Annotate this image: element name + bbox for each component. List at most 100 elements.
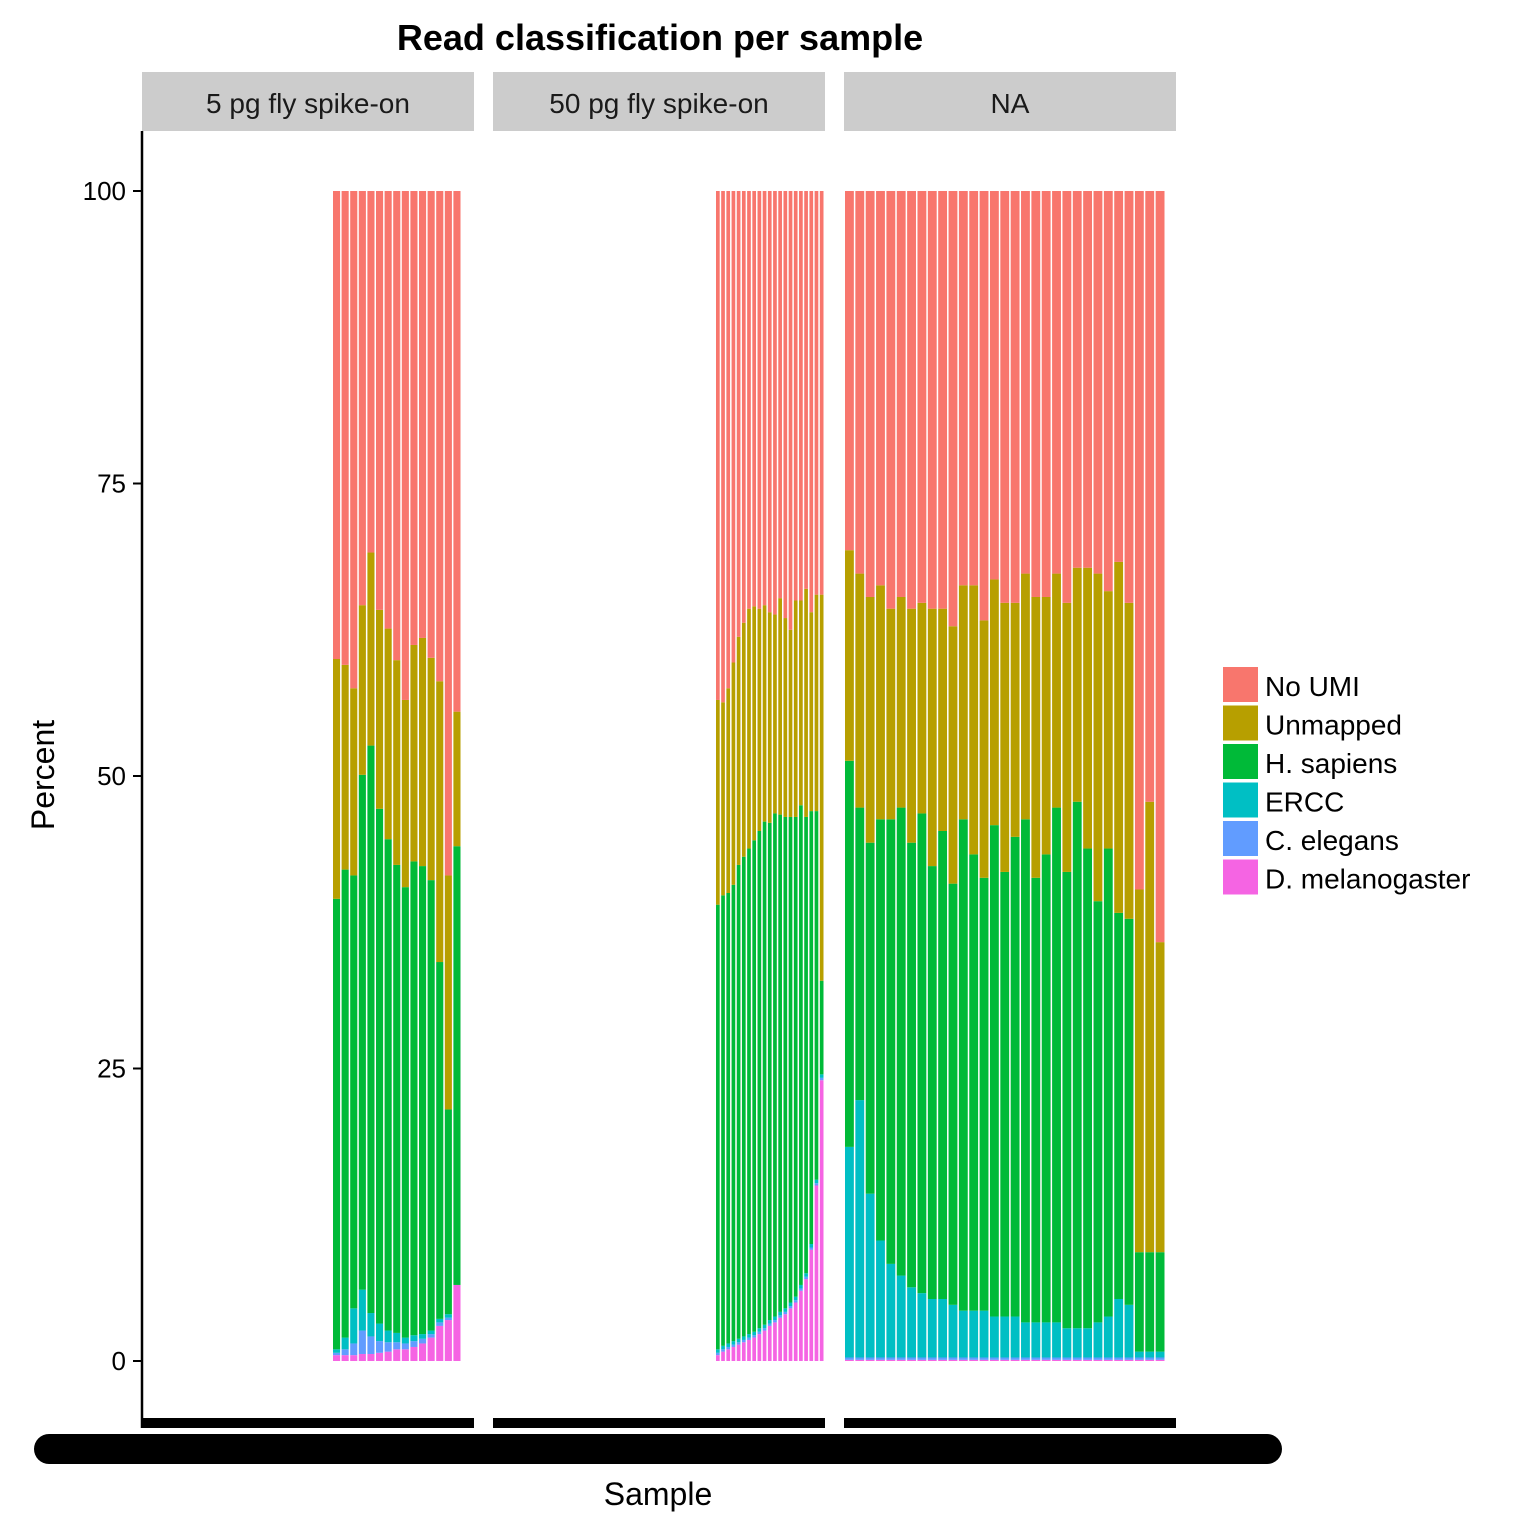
bar-segment: [333, 898, 341, 1350]
bar-segment: [773, 1320, 777, 1323]
bar-segment: [886, 608, 896, 820]
bar-segment: [865, 1359, 875, 1361]
bar-segment: [384, 1330, 392, 1343]
bar-segment: [1052, 1359, 1061, 1361]
bar-segment: [350, 1355, 358, 1361]
bar-segment: [809, 1244, 814, 1248]
bar-segment: [736, 1344, 741, 1361]
bar-segment: [1114, 912, 1124, 1299]
bar-segment: [410, 191, 418, 645]
facet-strips: 5 pg fly spike-on 50 pg fly spike-on NA: [142, 72, 1176, 131]
bar-segment: [752, 1331, 757, 1336]
bar-segment: [747, 1339, 751, 1361]
bar-segment: [1062, 191, 1072, 603]
bar-segment: [1052, 1322, 1061, 1358]
bar-segment: [814, 594, 819, 812]
bar-segment: [989, 825, 999, 1317]
bar-segment: [427, 1334, 435, 1338]
legend-label: ERCC: [1265, 787, 1344, 818]
bar-segment: [896, 596, 906, 808]
bar-segment: [886, 191, 896, 609]
bar-segment: [453, 191, 461, 712]
bar-segment: [427, 191, 435, 658]
bar-segment: [1072, 801, 1082, 1329]
bar-segment: [907, 1287, 916, 1358]
bar-segment: [757, 830, 762, 1329]
bar-segment: [752, 1337, 757, 1361]
bar-segment: [969, 1359, 979, 1361]
bar-segment: [773, 1322, 777, 1361]
bar-segment: [1021, 1357, 1030, 1360]
bar-segment: [865, 191, 875, 597]
bar-segment: [1041, 1359, 1051, 1361]
bar-segment: [721, 895, 725, 1346]
bar-segment: [333, 1355, 341, 1361]
bar-segment: [1145, 1359, 1155, 1361]
bar-segment: [876, 191, 885, 586]
bar-segment: [896, 807, 906, 1276]
bar-segment: [436, 962, 444, 1319]
bar-segment: [814, 1183, 819, 1186]
bar-segment: [1134, 1357, 1144, 1360]
bar-segment: [444, 1314, 452, 1318]
bar-segment: [453, 846, 461, 1285]
bar-segment: [958, 819, 968, 1311]
bar-segment: [741, 191, 746, 623]
bar-segment: [752, 1335, 757, 1338]
bar-segment: [948, 883, 958, 1305]
bar-segment: [804, 1276, 808, 1280]
bar-segment: [721, 1349, 725, 1352]
bar-segment: [401, 1337, 409, 1344]
bar-segment: [989, 1359, 999, 1361]
bar-segment: [436, 1318, 444, 1323]
bar-segment: [1083, 848, 1093, 1329]
bar-segment: [989, 1316, 999, 1358]
bar-segment: [804, 1279, 808, 1361]
bar-segment: [907, 608, 916, 843]
bar-segment: [453, 1284, 461, 1361]
bar-segment: [1103, 1316, 1113, 1358]
bar-segment: [726, 893, 731, 1344]
bar-segment: [1093, 1322, 1103, 1358]
bar-segment: [376, 1323, 384, 1342]
bar-segment: [773, 614, 777, 814]
bar-segment: [809, 191, 814, 613]
bar-segment: [367, 1313, 375, 1337]
bar-segment: [804, 816, 808, 1274]
bar-segment: [747, 608, 751, 849]
bar-segment: [1083, 191, 1093, 568]
y-axis-title: Percent: [25, 720, 61, 830]
bar-segment: [865, 1193, 875, 1358]
bar-segment: [1155, 1351, 1165, 1358]
bar-segment: [778, 191, 782, 599]
bar-segment: [845, 550, 854, 761]
bar-segment: [1103, 591, 1113, 849]
bar-segment: [793, 191, 798, 601]
bar-segment: [1083, 1328, 1093, 1358]
bar-segment: [747, 1337, 751, 1340]
bar-segment: [716, 699, 720, 905]
bar-segment: [721, 702, 725, 896]
bar-segment: [1000, 1359, 1010, 1361]
bar-segment: [788, 191, 793, 630]
bar-segment: [376, 609, 384, 809]
bar-segment: [333, 1349, 341, 1353]
bar-segment: [1134, 1351, 1144, 1358]
bar-segment: [886, 1359, 896, 1361]
bar-segment: [1000, 1357, 1010, 1360]
bar-segment: [767, 822, 772, 1321]
bar-segment: [1072, 567, 1082, 802]
bar-segment: [819, 980, 824, 1075]
bar-segment: [783, 1308, 788, 1312]
bar-segment: [969, 191, 979, 586]
bar-segment: [393, 1349, 401, 1361]
bar-segment: [948, 191, 958, 627]
bar-segment: [917, 1293, 927, 1358]
bar-segment: [1124, 191, 1134, 603]
bar-segment: [788, 816, 793, 1303]
bar-segment: [762, 821, 767, 1325]
bar-segment: [333, 1352, 341, 1356]
bar-segment: [444, 1320, 452, 1361]
bars: [333, 191, 1165, 1361]
bar-segment: [436, 191, 444, 682]
